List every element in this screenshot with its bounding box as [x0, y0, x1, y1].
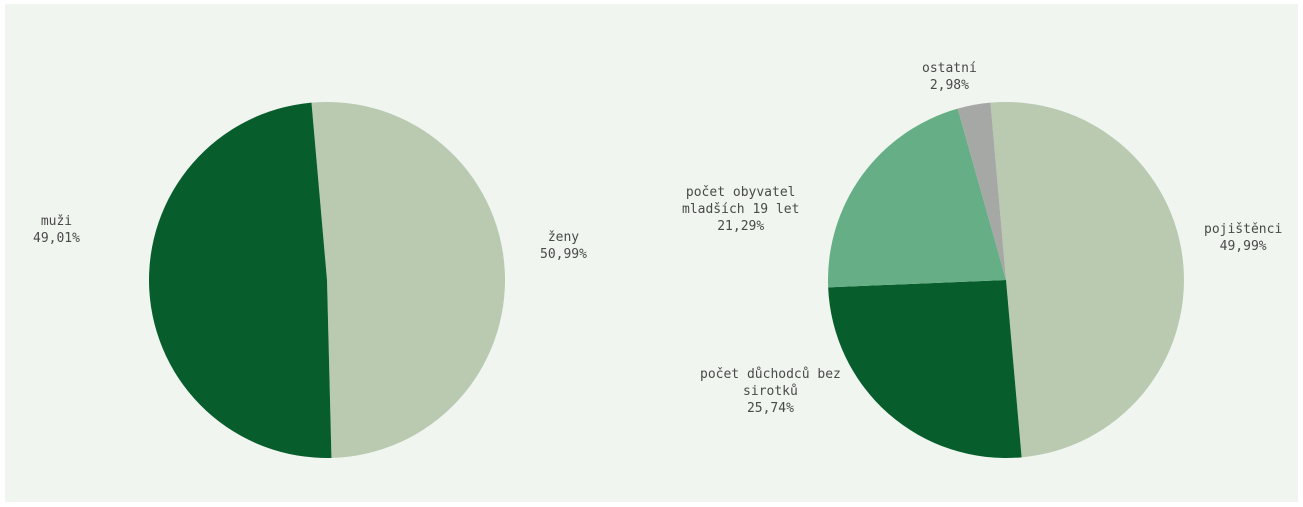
label-pojistenci-name: pojištěnci	[1204, 222, 1283, 237]
label-ostatni-name: ostatní	[922, 61, 977, 76]
pie2-slice-2	[828, 280, 1022, 458]
pie1-slice-2	[149, 102, 332, 459]
label-muzi: muži 49,01%	[33, 213, 80, 247]
pie2-slice-3	[828, 108, 1006, 288]
label-duchodci-line2: sirotků	[743, 384, 798, 399]
label-duchodci-line1: počet důchodců bez	[700, 367, 841, 382]
label-muzi-value: 49,01%	[33, 231, 80, 246]
label-ostatni-value: 2,98%	[929, 78, 969, 93]
label-ostatni: ostatní 2,98%	[922, 60, 977, 94]
pie1-slice-1	[311, 102, 506, 458]
gender-pie	[149, 102, 506, 459]
label-zeny: ženy 50,99%	[540, 229, 587, 263]
label-zeny-value: 50,99%	[540, 247, 587, 262]
pie-charts-svg	[149, 102, 1184, 459]
label-mladsi-line2: mladších 19 let	[682, 202, 800, 217]
label-duchodci: počet důchodců bez sirotků 25,74%	[700, 366, 841, 417]
label-mladsi-line1: počet obyvatel	[685, 185, 796, 200]
label-mladsi: počet obyvatel mladších 19 let 21,29%	[682, 184, 799, 235]
label-pojistenci-value: 49,99%	[1219, 239, 1267, 254]
pie2-slice-1	[990, 102, 1184, 458]
label-duchodci-value: 25,74%	[746, 401, 794, 416]
pie2-slice-4	[957, 102, 1006, 281]
label-pojistenci: pojištěnci 49,99%	[1204, 221, 1282, 255]
chart-canvas: muži 49,01% ženy 50,99% ostatní 2,98% po…	[5, 4, 1298, 502]
label-mladsi-value: 21,29%	[717, 219, 765, 234]
label-zeny-name: ženy	[547, 230, 580, 245]
label-muzi-name: muži	[40, 214, 73, 229]
population-pie	[828, 102, 1184, 458]
